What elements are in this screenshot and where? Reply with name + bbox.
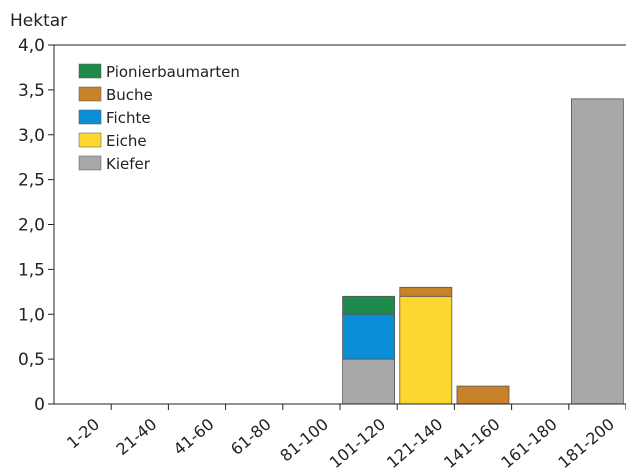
y-tick-label: 2,0	[18, 216, 45, 236]
x-tick-label: 41-60	[170, 415, 218, 459]
legend-label: Fichte	[106, 109, 151, 127]
legend-swatch	[78, 86, 102, 102]
x-tick-label: 161-180	[497, 415, 560, 470]
bar-segment	[342, 358, 396, 405]
x-tick-label: 1-20	[63, 415, 103, 453]
legend-swatch	[78, 132, 102, 148]
legend-label: Pionierbaumarten	[106, 63, 240, 81]
legend-swatch	[78, 155, 102, 171]
y-tick-label: 3,5	[18, 81, 45, 101]
y-tick-label: 1,0	[18, 305, 45, 325]
bar-segment	[342, 295, 396, 315]
y-tick-label: 0	[34, 395, 45, 415]
bars	[342, 98, 624, 405]
x-tick-label: 141-160	[440, 415, 503, 470]
bar-segment	[456, 385, 510, 405]
y-tick-label: 0,5	[18, 350, 45, 370]
x-tick-label: 61-80	[227, 415, 275, 459]
y-axis-title: Hektar	[10, 11, 67, 31]
legend-label: Kiefer	[106, 155, 151, 173]
x-tick-label: 101-120	[326, 415, 389, 470]
y-tick-label: 2,5	[18, 171, 45, 191]
y-tick-label: 1,5	[18, 260, 45, 280]
y-axis-ticks: 0 0,5 1,0 1,5 2,0 2,5 3,0 3,5 4,0	[18, 36, 54, 415]
legend-label: Buche	[106, 86, 153, 104]
bar-segment	[399, 295, 453, 405]
y-tick-label: 4,0	[18, 36, 45, 56]
x-tick-label: 181-200	[555, 415, 618, 470]
legend: Pionierbaumarten Buche Fichte Eiche Kiefer	[78, 63, 240, 173]
bar-segment	[571, 98, 624, 405]
y-tick-label: 3,0	[18, 126, 45, 146]
x-tick-label: 81-100	[276, 415, 332, 466]
x-tick-label: 121-140	[383, 415, 446, 470]
legend-swatch	[78, 63, 102, 79]
bar-segment	[342, 313, 396, 360]
bar-segment	[399, 286, 453, 297]
legend-swatch	[78, 109, 102, 125]
x-axis-ticks: 1-20 21-40 41-60 61-80 81-100101-120121-1401…	[63, 404, 626, 470]
legend-label: Eiche	[106, 132, 147, 150]
x-tick-label: 21-40	[113, 415, 161, 459]
